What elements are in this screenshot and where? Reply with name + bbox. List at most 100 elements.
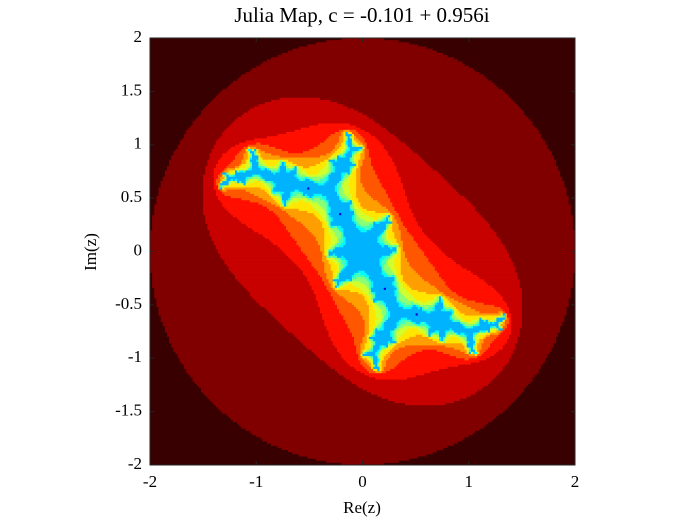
- julia-cell: [432, 339, 440, 342]
- julia-cell: [485, 219, 574, 223]
- julia-cell: [349, 159, 353, 163]
- julia-cell: [324, 232, 329, 235]
- julia-cell: [334, 146, 340, 150]
- julia-cell: [177, 146, 215, 150]
- julia-cell: [470, 362, 508, 366]
- julia-cell: [362, 294, 368, 297]
- julia-cell: [509, 319, 512, 323]
- julia-cell: [150, 381, 196, 385]
- julia-cell: [337, 255, 342, 259]
- julia-cell: [326, 253, 329, 257]
- julia-cell: [385, 260, 389, 263]
- julia-cell: [152, 221, 206, 225]
- julia-cell: [413, 215, 482, 218]
- julia-cell: [398, 296, 406, 299]
- julia-cell: [494, 287, 523, 291]
- julia-cell: [398, 174, 442, 178]
- julia-cell: [237, 217, 281, 220]
- julia-cell: [385, 255, 391, 259]
- julia-cell: [203, 191, 217, 195]
- julia-cell: [277, 168, 281, 171]
- julia-cell: [228, 183, 232, 186]
- julia-cell: [277, 202, 283, 205]
- julia-cell: [260, 168, 266, 171]
- julia-cell: [175, 149, 213, 152]
- julia-cell: [368, 193, 389, 197]
- julia-cell: [513, 351, 550, 355]
- julia-cell: [373, 292, 376, 295]
- julia-cell: [519, 106, 576, 109]
- julia-cell: [504, 321, 510, 325]
- julia-cell: [368, 277, 395, 280]
- julia-cell: [445, 300, 451, 304]
- julia-cell: [377, 317, 383, 321]
- julia-cell: [360, 343, 366, 346]
- julia-cell: [150, 272, 153, 276]
- julia-cell: [354, 221, 357, 225]
- julia-cell: [354, 144, 357, 148]
- julia-cell: [328, 159, 336, 163]
- julia-cell: [339, 266, 344, 269]
- julia-cell: [507, 326, 512, 329]
- julia-cell: [254, 230, 289, 233]
- julia-cell: [368, 155, 391, 158]
- julia-cell: [400, 334, 417, 338]
- julia-cell: [453, 309, 457, 312]
- julia-cell: [379, 347, 383, 351]
- julia-cell: [330, 249, 334, 252]
- julia-cell: [343, 136, 346, 139]
- julia-cell: [490, 381, 531, 385]
- julia-cell: [373, 304, 378, 308]
- julia-cell: [341, 134, 344, 137]
- julia-cell: [496, 415, 576, 419]
- julia-cell: [477, 347, 482, 351]
- julia-cell: [413, 236, 429, 240]
- julia-cell: [262, 176, 298, 180]
- julia-cell: [356, 277, 366, 280]
- julia-cell: [364, 328, 370, 331]
- julia-cell: [364, 144, 368, 148]
- julia-cell: [362, 161, 372, 165]
- julia-cell: [400, 272, 419, 276]
- julia-cell: [349, 123, 380, 126]
- julia-cell: [379, 238, 385, 242]
- julia-cell: [311, 200, 325, 203]
- julia-cell: [371, 341, 374, 344]
- julia-cell: [549, 149, 576, 152]
- julia-cell: [445, 403, 512, 406]
- julia-cell: [188, 127, 227, 131]
- julia-cell: [375, 353, 378, 357]
- julia-cell: [349, 364, 363, 368]
- julia-cell: [164, 328, 287, 331]
- julia-cell: [358, 215, 370, 218]
- julia-cell: [317, 183, 325, 186]
- julia-cell: [224, 206, 268, 210]
- julia-cell: [150, 228, 153, 231]
- julia-cell: [317, 123, 351, 126]
- julia-cell: [292, 193, 298, 197]
- julia-cell: [441, 336, 444, 340]
- julia-cell: [371, 360, 374, 363]
- julia-cell: [334, 281, 338, 284]
- julia-cell: [396, 255, 402, 259]
- julia-cell: [360, 151, 363, 154]
- julia-cell: [362, 149, 366, 152]
- julia-cell: [339, 146, 344, 150]
- julia-cell: [273, 189, 295, 193]
- julia-cell: [275, 317, 323, 321]
- julia-cell: [447, 334, 459, 338]
- julia-cell: [158, 189, 204, 193]
- julia-cell: [498, 413, 576, 417]
- julia-cell: [572, 219, 576, 223]
- julia-cell: [385, 149, 412, 152]
- julia-cell: [341, 257, 346, 261]
- julia-cell: [169, 163, 208, 167]
- julia-cell: [553, 157, 576, 161]
- julia-cell: [341, 255, 344, 259]
- julia-cell: [150, 232, 210, 235]
- julia-cell: [519, 279, 574, 282]
- julia-cell: [311, 285, 327, 289]
- julia-cell: [273, 315, 323, 319]
- julia-cell: [487, 221, 574, 225]
- julia-cell: [330, 336, 355, 340]
